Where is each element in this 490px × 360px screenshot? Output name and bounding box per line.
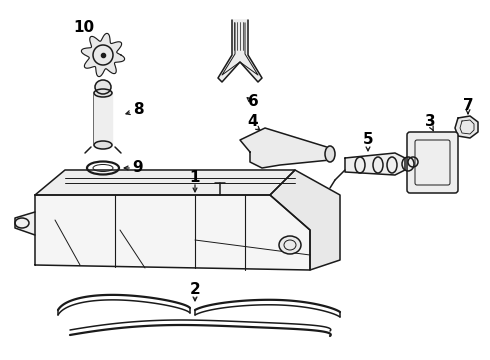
Polygon shape: [94, 93, 112, 145]
Polygon shape: [218, 20, 262, 82]
Polygon shape: [240, 128, 330, 168]
Text: 3: 3: [425, 114, 435, 130]
Text: 10: 10: [74, 21, 95, 36]
Polygon shape: [455, 116, 478, 138]
Ellipse shape: [279, 236, 301, 254]
Polygon shape: [35, 195, 310, 270]
Text: 5: 5: [363, 132, 373, 148]
Polygon shape: [15, 212, 35, 235]
Text: 7: 7: [463, 98, 473, 112]
Polygon shape: [270, 170, 340, 270]
Polygon shape: [81, 33, 124, 77]
Text: 2: 2: [190, 283, 200, 297]
Text: 8: 8: [133, 103, 143, 117]
Ellipse shape: [95, 80, 111, 94]
Ellipse shape: [325, 146, 335, 162]
Polygon shape: [345, 153, 405, 175]
Polygon shape: [35, 170, 295, 195]
Ellipse shape: [94, 141, 112, 149]
Text: 1: 1: [190, 171, 200, 185]
Ellipse shape: [94, 89, 112, 97]
FancyBboxPatch shape: [407, 132, 458, 193]
Text: 9: 9: [133, 161, 143, 175]
Text: 4: 4: [247, 114, 258, 130]
Text: 6: 6: [247, 94, 258, 109]
